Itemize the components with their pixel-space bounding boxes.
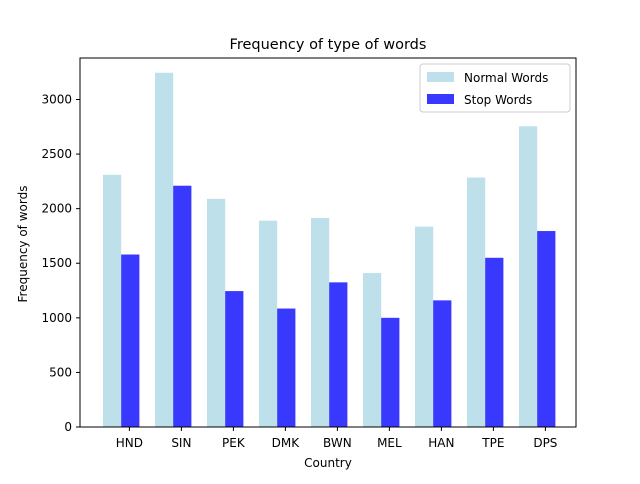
- legend-label-normal-words: Normal Words: [464, 71, 548, 85]
- legend-label-stop-words: Stop Words: [464, 93, 532, 107]
- bar-stop-words-sin: [173, 185, 192, 427]
- axes-frame: [79, 57, 577, 428]
- legend-swatch-stop-words: [427, 94, 454, 104]
- bar-stop-words-tpe: [485, 257, 504, 427]
- x-tick-label: HND: [116, 436, 143, 450]
- y-tick-label: 2000: [41, 202, 72, 216]
- bar-stop-words-mel: [381, 317, 400, 427]
- bar-normal-words-sin: [155, 72, 174, 428]
- x-tick-label: BWN: [323, 436, 352, 450]
- bar-normal-words-bwn: [311, 217, 330, 427]
- bar-stop-words-pek: [225, 291, 244, 427]
- y-tick-label: 500: [49, 365, 72, 379]
- plot-area: 0 500 1000 1500 2000 2500 3000 HND SIN PEK DMK BWN M…: [41, 57, 577, 450]
- x-tick-label: DPS: [533, 436, 557, 450]
- bar-stop-words-dps: [537, 231, 556, 427]
- y-tick-label: 2500: [41, 147, 72, 161]
- chart-title: Frequency of type of words: [230, 37, 427, 53]
- legend: Normal Words Stop Words: [419, 63, 571, 113]
- bar-stop-words-han: [433, 300, 452, 427]
- bar-normal-words-dmk: [259, 220, 278, 427]
- y-axis-label: Frequency of words: [16, 186, 30, 303]
- y-tick-label: 0: [64, 420, 72, 434]
- x-tick-label: DMK: [272, 436, 301, 450]
- legend-box: [419, 63, 571, 113]
- bar-stop-words-bwn: [329, 282, 348, 427]
- x-tick-label: PEK: [222, 436, 246, 450]
- bar-normal-words-pek: [207, 198, 226, 427]
- legend-swatch-normal-words: [427, 72, 454, 82]
- x-tick-label: SIN: [171, 436, 191, 450]
- bar-normal-words-hnd: [103, 174, 122, 427]
- bar-normal-words-mel: [363, 273, 382, 427]
- y-tick-label: 3000: [41, 92, 72, 106]
- bar-stop-words-hnd: [121, 254, 140, 427]
- x-tick-label: MEL: [377, 436, 402, 450]
- y-tick-label: 1500: [41, 256, 72, 270]
- bar-normal-words-tpe: [467, 177, 486, 427]
- bar-normal-words-dps: [519, 126, 538, 428]
- y-tick-label: 1000: [41, 311, 72, 325]
- bar-normal-words-han: [415, 226, 434, 427]
- x-tick-label: HAN: [428, 436, 454, 450]
- x-tick-label: TPE: [481, 436, 504, 450]
- x-axis-label: Country: [304, 456, 352, 470]
- bar-stop-words-dmk: [277, 308, 296, 427]
